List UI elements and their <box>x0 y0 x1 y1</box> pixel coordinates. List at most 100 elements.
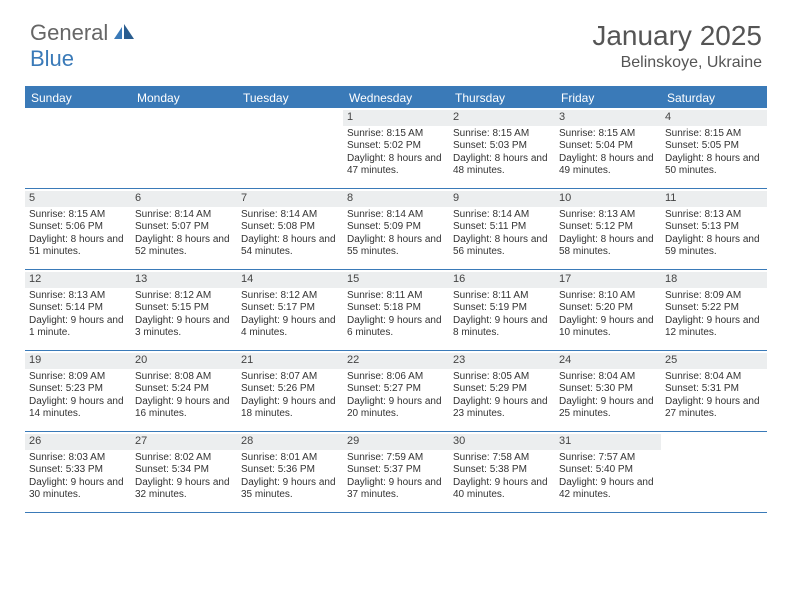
day-number: 20 <box>131 353 237 369</box>
calendar-week-row: 1Sunrise: 8:15 AMSunset: 5:02 PMDaylight… <box>25 108 767 189</box>
sails-icon <box>114 20 136 46</box>
calendar-cell: 18Sunrise: 8:09 AMSunset: 5:22 PMDayligh… <box>661 270 767 350</box>
logo-word-a: General <box>30 20 108 45</box>
sunset-text: Sunset: 5:14 PM <box>29 302 127 315</box>
day-number: 2 <box>449 110 555 126</box>
day-number: 13 <box>131 272 237 288</box>
day-of-week-label: Tuesday <box>237 88 343 108</box>
daylight-text: Daylight: 9 hours and 10 minutes. <box>559 315 657 340</box>
daylight-text: Daylight: 9 hours and 1 minute. <box>29 315 127 340</box>
sunrise-text: Sunrise: 8:15 AM <box>665 128 763 141</box>
calendar-cell: 8Sunrise: 8:14 AMSunset: 5:09 PMDaylight… <box>343 189 449 269</box>
sunrise-text: Sunrise: 8:09 AM <box>665 290 763 303</box>
day-number: 1 <box>343 110 449 126</box>
sunset-text: Sunset: 5:09 PM <box>347 221 445 234</box>
sunset-text: Sunset: 5:12 PM <box>559 221 657 234</box>
calendar-cell: 15Sunrise: 8:11 AMSunset: 5:18 PMDayligh… <box>343 270 449 350</box>
daylight-text: Daylight: 9 hours and 8 minutes. <box>453 315 551 340</box>
logo-word-b: Blue <box>30 46 74 71</box>
sunrise-text: Sunrise: 8:14 AM <box>241 209 339 222</box>
sunset-text: Sunset: 5:33 PM <box>29 464 127 477</box>
calendar-cell: 20Sunrise: 8:08 AMSunset: 5:24 PMDayligh… <box>131 351 237 431</box>
daylight-text: Daylight: 8 hours and 59 minutes. <box>665 234 763 259</box>
sunset-text: Sunset: 5:30 PM <box>559 383 657 396</box>
sunrise-text: Sunrise: 8:13 AM <box>665 209 763 222</box>
daylight-text: Daylight: 9 hours and 35 minutes. <box>241 477 339 502</box>
calendar-cell: 28Sunrise: 8:01 AMSunset: 5:36 PMDayligh… <box>237 432 343 512</box>
day-number: 25 <box>661 353 767 369</box>
sunset-text: Sunset: 5:36 PM <box>241 464 339 477</box>
sunrise-text: Sunrise: 8:04 AM <box>665 371 763 384</box>
daylight-text: Daylight: 8 hours and 48 minutes. <box>453 153 551 178</box>
day-of-week-label: Monday <box>131 88 237 108</box>
day-of-week-label: Sunday <box>25 88 131 108</box>
day-number <box>661 434 767 450</box>
calendar-cell <box>237 108 343 188</box>
day-number: 24 <box>555 353 661 369</box>
daylight-text: Daylight: 9 hours and 3 minutes. <box>135 315 233 340</box>
day-number: 12 <box>25 272 131 288</box>
day-of-week-header: SundayMondayTuesdayWednesdayThursdayFrid… <box>25 88 767 108</box>
calendar-cell: 13Sunrise: 8:12 AMSunset: 5:15 PMDayligh… <box>131 270 237 350</box>
calendar-cell: 5Sunrise: 8:15 AMSunset: 5:06 PMDaylight… <box>25 189 131 269</box>
day-number: 18 <box>661 272 767 288</box>
calendar-cell: 1Sunrise: 8:15 AMSunset: 5:02 PMDaylight… <box>343 108 449 188</box>
calendar-cell: 24Sunrise: 8:04 AMSunset: 5:30 PMDayligh… <box>555 351 661 431</box>
daylight-text: Daylight: 8 hours and 51 minutes. <box>29 234 127 259</box>
sunrise-text: Sunrise: 8:15 AM <box>453 128 551 141</box>
day-number: 6 <box>131 191 237 207</box>
day-number <box>25 110 131 126</box>
sunset-text: Sunset: 5:20 PM <box>559 302 657 315</box>
daylight-text: Daylight: 8 hours and 49 minutes. <box>559 153 657 178</box>
sunset-text: Sunset: 5:18 PM <box>347 302 445 315</box>
sunrise-text: Sunrise: 8:14 AM <box>135 209 233 222</box>
sunset-text: Sunset: 5:13 PM <box>665 221 763 234</box>
day-number: 29 <box>343 434 449 450</box>
sunset-text: Sunset: 5:26 PM <box>241 383 339 396</box>
sunset-text: Sunset: 5:04 PM <box>559 140 657 153</box>
sunrise-text: Sunrise: 8:05 AM <box>453 371 551 384</box>
sunrise-text: Sunrise: 8:08 AM <box>135 371 233 384</box>
sunrise-text: Sunrise: 8:12 AM <box>241 290 339 303</box>
calendar-cell: 29Sunrise: 7:59 AMSunset: 5:37 PMDayligh… <box>343 432 449 512</box>
sunrise-text: Sunrise: 8:11 AM <box>453 290 551 303</box>
calendar-cell: 9Sunrise: 8:14 AMSunset: 5:11 PMDaylight… <box>449 189 555 269</box>
day-number: 27 <box>131 434 237 450</box>
calendar-cell: 16Sunrise: 8:11 AMSunset: 5:19 PMDayligh… <box>449 270 555 350</box>
sunset-text: Sunset: 5:15 PM <box>135 302 233 315</box>
daylight-text: Daylight: 9 hours and 14 minutes. <box>29 396 127 421</box>
daylight-text: Daylight: 8 hours and 50 minutes. <box>665 153 763 178</box>
day-number: 3 <box>555 110 661 126</box>
logo: General Blue <box>30 20 136 72</box>
sunrise-text: Sunrise: 8:09 AM <box>29 371 127 384</box>
calendar: SundayMondayTuesdayWednesdayThursdayFrid… <box>25 86 767 513</box>
day-number: 14 <box>237 272 343 288</box>
daylight-text: Daylight: 8 hours and 58 minutes. <box>559 234 657 259</box>
calendar-cell <box>661 432 767 512</box>
sunset-text: Sunset: 5:37 PM <box>347 464 445 477</box>
calendar-cell: 23Sunrise: 8:05 AMSunset: 5:29 PMDayligh… <box>449 351 555 431</box>
calendar-cell: 2 Sunrise: 8:15 AMSunset: 5:03 PMDaylight… <box>449 108 555 188</box>
day-number: 16 <box>449 272 555 288</box>
day-number <box>131 110 237 126</box>
calendar-cell: 21Sunrise: 8:07 AMSunset: 5:26 PMDayligh… <box>237 351 343 431</box>
sunset-text: Sunset: 5:23 PM <box>29 383 127 396</box>
sunset-text: Sunset: 5:05 PM <box>665 140 763 153</box>
sunset-text: Sunset: 5:38 PM <box>453 464 551 477</box>
sunrise-text: Sunrise: 8:15 AM <box>559 128 657 141</box>
sunset-text: Sunset: 5:22 PM <box>665 302 763 315</box>
sunset-text: Sunset: 5:08 PM <box>241 221 339 234</box>
sunrise-text: Sunrise: 8:14 AM <box>347 209 445 222</box>
daylight-text: Daylight: 8 hours and 56 minutes. <box>453 234 551 259</box>
sunset-text: Sunset: 5:03 PM <box>453 140 551 153</box>
calendar-cell: 30Sunrise: 7:58 AMSunset: 5:38 PMDayligh… <box>449 432 555 512</box>
calendar-cell: 27Sunrise: 8:02 AMSunset: 5:34 PMDayligh… <box>131 432 237 512</box>
day-number: 9 <box>449 191 555 207</box>
calendar-body: 1Sunrise: 8:15 AMSunset: 5:02 PMDaylight… <box>25 108 767 513</box>
sunrise-text: Sunrise: 7:59 AM <box>347 452 445 465</box>
calendar-cell: 26Sunrise: 8:03 AMSunset: 5:33 PMDayligh… <box>25 432 131 512</box>
day-number: 23 <box>449 353 555 369</box>
daylight-text: Daylight: 9 hours and 25 minutes. <box>559 396 657 421</box>
page-title: January 2025 <box>592 20 762 52</box>
sunset-text: Sunset: 5:27 PM <box>347 383 445 396</box>
